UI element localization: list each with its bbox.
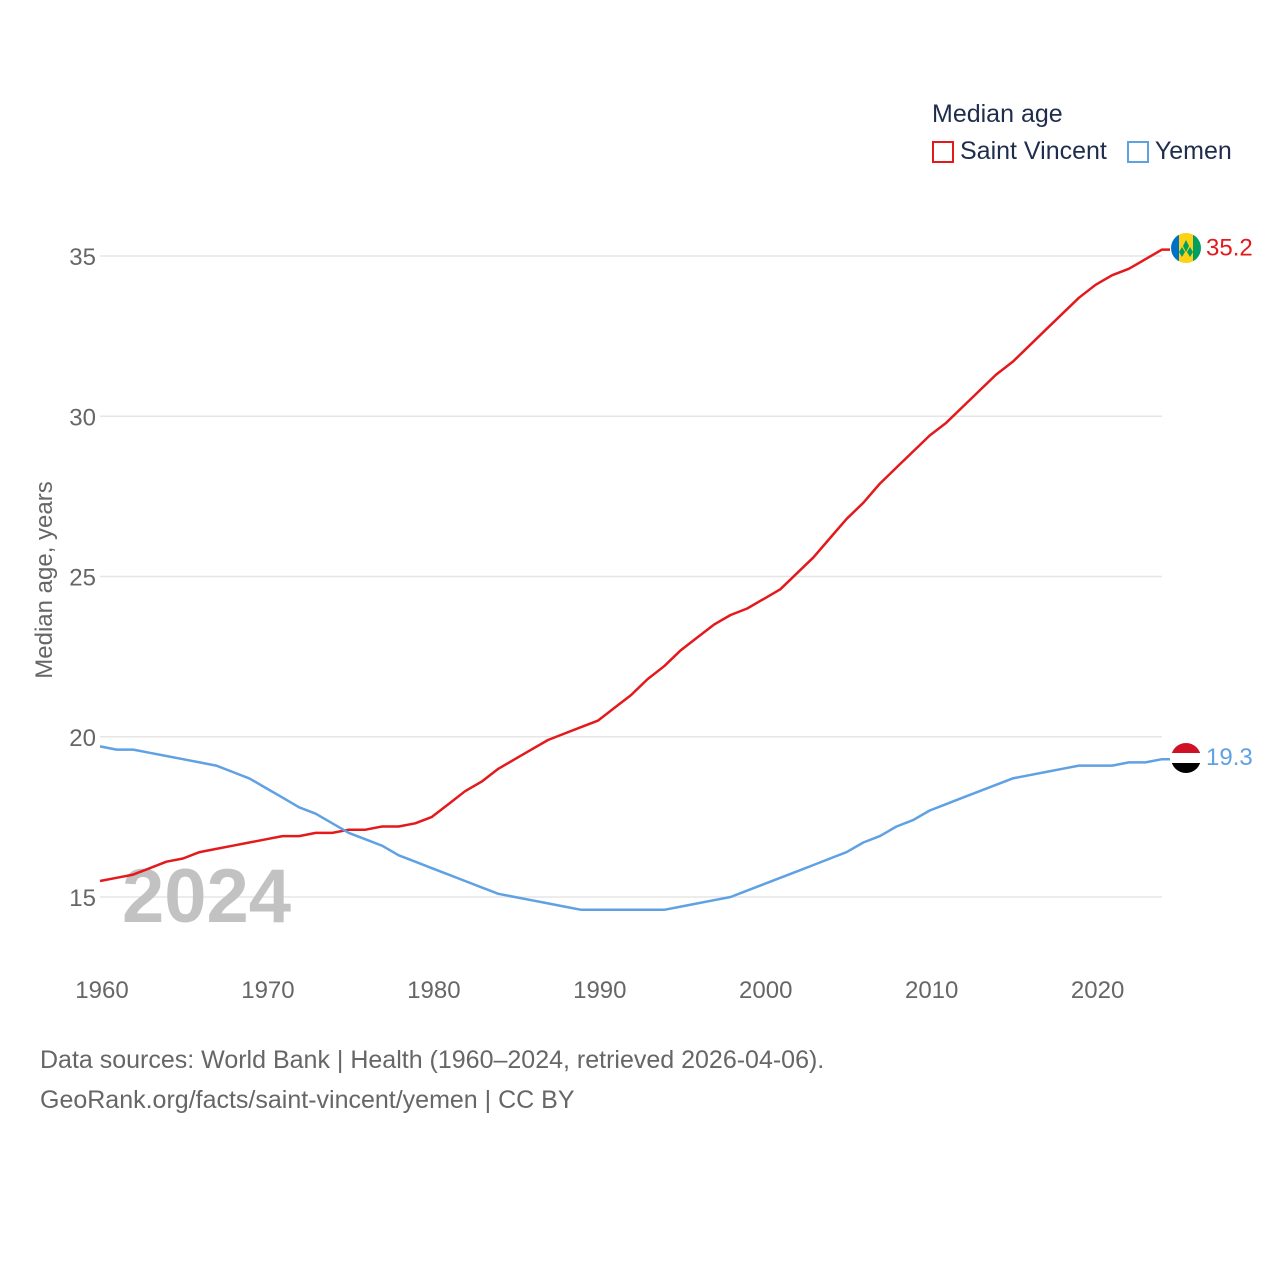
end-value-label-yemen: 19.3	[1206, 744, 1253, 771]
saint-vincent-flag-icon	[1171, 233, 1201, 263]
x-tick-label-2020: 2020	[1071, 977, 1124, 1004]
legend-swatch-saint-vincent	[932, 140, 954, 163]
legend-label-saint-vincent: Saint Vincent	[960, 137, 1107, 165]
legend-item-saint-vincent[interactable]: Saint Vincent	[932, 137, 1107, 166]
legend-title: Median age	[932, 100, 1063, 128]
x-tick-label-1990: 1990	[573, 977, 626, 1004]
x-tick-label-1960: 1960	[75, 977, 128, 1004]
y-tick-label-30: 30	[69, 404, 96, 431]
legend-item-yemen[interactable]: Yemen	[1126, 137, 1232, 166]
legend: Median age Saint Vincent Yemen	[932, 100, 1232, 166]
y-tick-label-35: 35	[69, 244, 96, 271]
legend-swatch-yemen	[1126, 140, 1149, 163]
x-tick-label-2010: 2010	[905, 977, 958, 1004]
series-line-yemen[interactable]	[99, 745, 1170, 912]
yemen-flag-icon	[1171, 743, 1201, 773]
source-line-2[interactable]: GeoRank.org/facts/saint-vincent/yemen | …	[40, 1086, 575, 1114]
x-tick-label-1980: 1980	[407, 977, 460, 1004]
series-line-saint-vincent[interactable]	[99, 248, 1170, 883]
x-tick-label-1970: 1970	[241, 977, 294, 1004]
y-tick-label-15: 15	[69, 885, 96, 912]
end-value-label-saint-vincent: 35.2	[1206, 235, 1253, 262]
x-tick-label-2000: 2000	[739, 977, 792, 1004]
y-axis-label: Median age, years	[31, 481, 58, 678]
year-label: 2024	[122, 854, 291, 939]
y-tick-label-20: 20	[69, 725, 96, 752]
legend-label-yemen: Yemen	[1154, 137, 1232, 165]
source-line-1: Data sources: World Bank | Health (1960–…	[40, 1046, 825, 1074]
y-tick-label-25: 25	[69, 565, 96, 592]
source-note: Data sources: World Bank | Health (1960–…	[40, 1040, 824, 1120]
